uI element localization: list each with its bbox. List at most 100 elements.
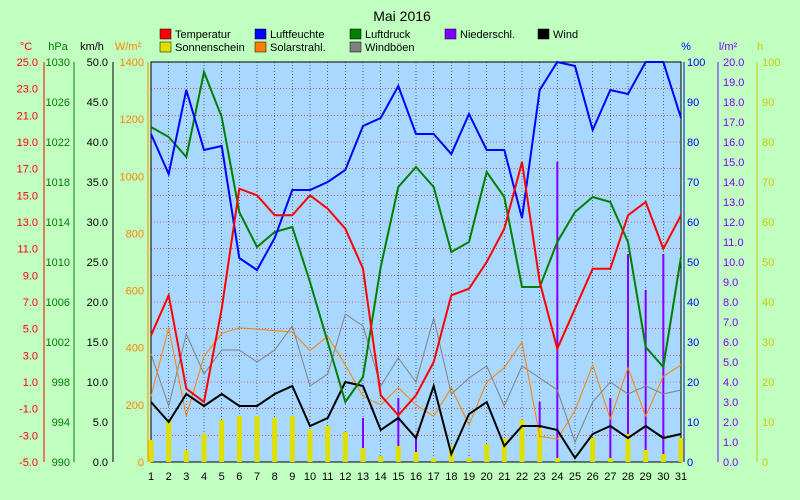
axis-tick-label: 0 <box>762 457 768 469</box>
axis-tick-label: 2.0 <box>723 417 738 429</box>
precipitation-bar <box>397 398 400 462</box>
x-tick-label: 8 <box>272 471 278 483</box>
sunshine-bar <box>272 418 278 462</box>
x-tick-label: 7 <box>254 471 260 483</box>
axis-tick-label: 200 <box>126 400 144 412</box>
series-lines <box>150 60 682 460</box>
sunshine-bar <box>625 434 631 462</box>
axis-tick-label: 6.0 <box>723 337 738 349</box>
x-tick-label: 26 <box>587 471 599 483</box>
axis-tick-label: 13.0 <box>723 197 744 209</box>
axis-tick-label: 90 <box>687 97 699 109</box>
axis-tick-label: 1026 <box>46 97 70 109</box>
bars <box>148 162 684 462</box>
precipitation-bar <box>662 254 665 462</box>
axis-tick-label: 0 <box>138 457 144 469</box>
axis-tick-label: 5.0 <box>723 357 738 369</box>
sunshine-bar <box>537 428 543 462</box>
axis-tick-label: 100 <box>762 57 780 69</box>
x-tick-label: 22 <box>516 471 528 483</box>
sunshine-bar <box>590 438 596 462</box>
x-tick-label: 21 <box>498 471 510 483</box>
axis-tick-label: 20 <box>762 377 774 389</box>
sunshine-bar <box>413 452 419 462</box>
axis-tick-label: 1030 <box>46 57 70 69</box>
axis-tick-label: 11.0 <box>723 237 744 249</box>
axis-tick-label: 12.0 <box>723 217 744 229</box>
x-tick-label: 28 <box>622 471 634 483</box>
axis-tick-label: -3.0 <box>19 430 38 442</box>
axis-tick-label: 11.0 <box>17 244 38 256</box>
legend-label: Luftdruck <box>365 29 411 41</box>
legend-label: Niederschl. <box>460 29 515 41</box>
axis-unit: hPa <box>48 41 68 53</box>
x-tick-label: 10 <box>304 471 316 483</box>
x-axis: 1 2 3 4 5 6 7 8 9 10 11 12 13 14 15 16 17 18 19 20 21 22 23 24 2… <box>148 471 687 483</box>
axis-unit: % <box>681 41 691 53</box>
axis-tick-label: 50 <box>762 257 774 269</box>
axis-tick-label: 20.0 <box>87 297 108 309</box>
x-tick-label: 16 <box>410 471 422 483</box>
legend-label: Wind <box>553 29 578 41</box>
x-tick-label: 25 <box>569 471 581 483</box>
axis-tick-label: 21.0 <box>17 110 38 122</box>
axis-tick-label: 3.0 <box>723 397 738 409</box>
sunshine-bar <box>660 454 666 462</box>
sunshine-bar <box>254 416 260 462</box>
axis-tick-label: -1.0 <box>19 404 38 416</box>
axis-tick-label: 35.0 <box>87 177 108 189</box>
legend-swatch <box>349 41 362 53</box>
axis-tick-label: 1022 <box>46 137 70 149</box>
axis-tick-label: 994 <box>52 417 70 429</box>
sunshine-bar <box>431 458 437 462</box>
sunshine-bar <box>289 416 295 462</box>
legend-swatch <box>159 28 172 40</box>
legend-label: Temperatur <box>175 29 231 41</box>
axis-tick-label: 5.0 <box>93 417 108 429</box>
axis-tick-label: 998 <box>52 377 70 389</box>
right-axes: %1009080706050403020100l/m²20.019.018.01… <box>681 41 780 469</box>
chart-title: Mai 2016 <box>373 8 431 24</box>
axis-tick-label: 7.0 <box>723 317 738 329</box>
sunshine-bar <box>519 420 525 462</box>
axis-tick-label: 1006 <box>46 297 70 309</box>
legend-swatch <box>159 41 172 53</box>
axis-unit: °C <box>20 41 32 53</box>
axis-tick-label: 17.0 <box>17 164 38 176</box>
axis-tick-label: 100 <box>687 57 705 69</box>
precipitation-bar <box>415 438 417 462</box>
axis-tick-label: 3.0 <box>23 350 38 362</box>
axis-tick-label: 1400 <box>120 57 144 69</box>
axis-tick-label: 4.0 <box>723 377 738 389</box>
axis-tick-label: 15.0 <box>87 337 108 349</box>
axis-tick-label: 60 <box>762 217 774 229</box>
axis-tick-label: 30.0 <box>87 217 108 229</box>
left-axes: °C 25.0 23.0 21.0 19.0 17.0 15.0 13.0 11.0 9.0 7.0… <box>17 41 758 469</box>
sunshine-bar <box>554 458 560 462</box>
axis-tick-label: 1010 <box>46 257 70 269</box>
x-tick-label: 11 <box>322 471 333 483</box>
axis-tick-label: 5.0 <box>23 324 38 336</box>
axis-tick-label: 0 <box>687 457 693 469</box>
x-tick-label: 17 <box>428 471 440 483</box>
precipitation-bar <box>362 418 364 462</box>
x-tick-label: 1 <box>148 471 154 483</box>
axis-tick-label: 990 <box>52 457 70 469</box>
axis-tick-label: 1.0 <box>23 377 38 389</box>
axis-unit: h <box>757 41 763 53</box>
axis-tick-label: 40 <box>762 297 774 309</box>
sunshine-bar <box>643 450 649 462</box>
axis-unit: l/m² <box>719 41 738 53</box>
axis-tick-label: 70 <box>687 177 699 189</box>
axis-tick-label: 10.0 <box>723 257 744 269</box>
sunshine-bar <box>678 438 684 462</box>
axis-tick-label: 45.0 <box>87 97 108 109</box>
axis-tick-label: 40 <box>687 297 699 309</box>
series-line-temperatur <box>150 161 682 417</box>
axis-tick-label: 1200 <box>120 114 144 126</box>
legend-swatch <box>537 28 550 40</box>
sunshine-bar <box>307 430 313 462</box>
sunshine-bar <box>501 438 507 462</box>
x-tick-label: 24 <box>551 471 563 483</box>
x-tick-label: 23 <box>534 471 546 483</box>
